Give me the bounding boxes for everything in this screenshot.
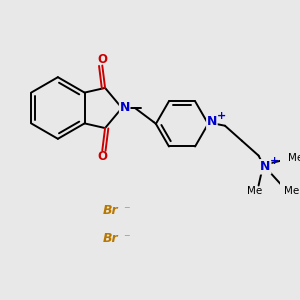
Text: N: N — [260, 160, 270, 173]
Text: ⁻: ⁻ — [123, 232, 130, 245]
Text: Br: Br — [103, 204, 118, 217]
Text: O: O — [97, 53, 107, 66]
Text: O: O — [97, 150, 107, 163]
Text: N: N — [119, 101, 130, 115]
Text: Me: Me — [247, 186, 262, 196]
Text: Me: Me — [288, 153, 300, 164]
Text: Br: Br — [103, 232, 118, 245]
Text: +: + — [217, 111, 226, 122]
Text: N: N — [207, 116, 217, 128]
Text: ⁻: ⁻ — [123, 204, 130, 217]
Text: Me: Me — [284, 186, 299, 196]
Text: +: + — [270, 156, 279, 166]
